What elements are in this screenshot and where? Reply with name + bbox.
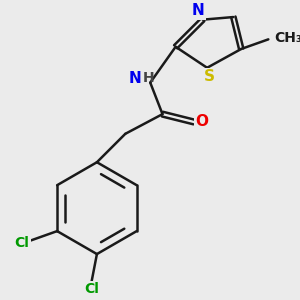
Text: Cl: Cl <box>84 282 99 296</box>
Text: S: S <box>204 69 215 84</box>
Text: N: N <box>192 3 205 18</box>
Text: CH₃: CH₃ <box>274 31 300 45</box>
Text: Cl: Cl <box>15 236 30 250</box>
Text: N: N <box>128 71 141 86</box>
Text: O: O <box>195 115 208 130</box>
Text: H: H <box>143 71 154 85</box>
